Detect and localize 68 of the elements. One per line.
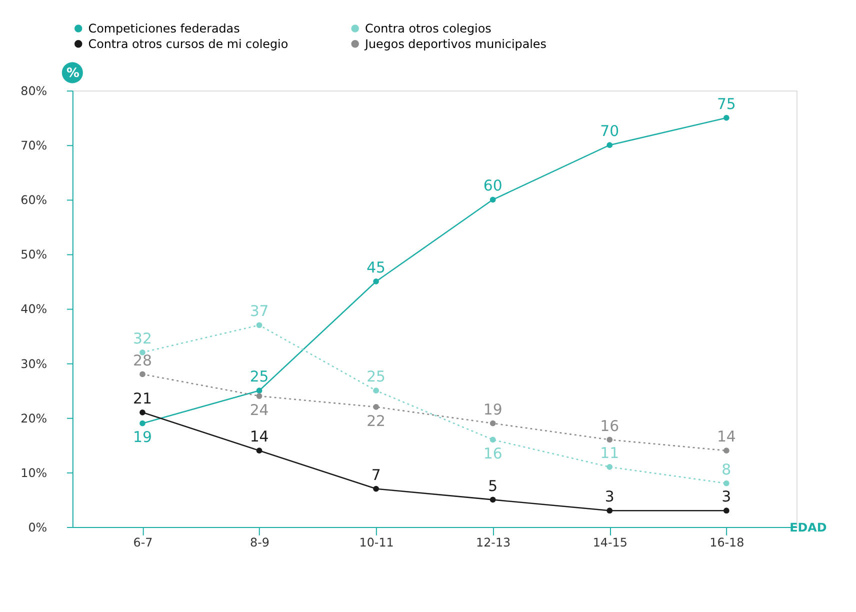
data-label: 3 [604, 488, 614, 506]
point [373, 388, 379, 394]
point [256, 393, 262, 399]
legend-label: Competiciones federadas [88, 21, 240, 36]
point [723, 448, 730, 454]
point [490, 196, 496, 203]
y-tick-label: 30% [20, 356, 48, 371]
point [373, 486, 379, 492]
data-label: 22 [366, 412, 386, 430]
data-label: 75 [716, 94, 736, 113]
x-tick-label: 6-7 [133, 535, 153, 550]
data-label: 7 [371, 466, 381, 484]
data-label: 8 [722, 460, 732, 478]
data-label: 19 [133, 428, 152, 446]
y-tick-label: 60% [20, 193, 48, 208]
legend-label: Contra otros colegios [365, 21, 492, 36]
data-label: 25 [366, 368, 386, 386]
point [490, 496, 496, 503]
point [606, 142, 613, 148]
legend-label: Juegos deportivos municipales [364, 36, 546, 51]
data-label: 14 [716, 428, 736, 446]
data-label: 11 [600, 444, 620, 462]
point [256, 448, 262, 454]
data-label: 3 [722, 488, 732, 506]
point [606, 508, 613, 514]
y-tick-label: 80% [20, 84, 48, 98]
data-label: 24 [250, 400, 269, 419]
point [373, 404, 379, 410]
y-tick-label: 20% [20, 411, 48, 426]
data-label: 5 [488, 476, 498, 495]
point [256, 322, 262, 328]
point [140, 371, 146, 378]
point [490, 436, 496, 443]
y-tick-label: 10% [20, 466, 48, 480]
data-label: 19 [483, 400, 502, 418]
point [723, 480, 730, 486]
data-label: 32 [133, 329, 152, 348]
data-label: 14 [250, 428, 269, 446]
point [140, 420, 146, 426]
data-label: 60 [483, 176, 502, 195]
y-axis-title: % [66, 66, 80, 82]
y-tick-label: 40% [20, 302, 48, 316]
point [723, 508, 730, 514]
point [490, 420, 496, 426]
x-tick-label: 14-15 [592, 535, 628, 550]
x-tick-label: 12-13 [476, 535, 511, 550]
y-tick-label: 0% [28, 520, 48, 534]
point [606, 464, 613, 470]
legend-label: Contra otros cursos de mi colegio [88, 36, 288, 51]
point [140, 409, 146, 416]
point [373, 278, 379, 284]
point [606, 436, 613, 443]
data-label: 16 [483, 444, 502, 463]
data-label: 21 [133, 389, 152, 408]
x-tick-label: 8-9 [250, 535, 270, 550]
data-label: 70 [600, 122, 620, 140]
x-tick-label: 10-11 [359, 535, 394, 550]
data-label: 28 [133, 351, 152, 370]
y-tick-label: 50% [20, 248, 48, 262]
data-label: 45 [366, 258, 386, 277]
point [723, 114, 730, 121]
y-tick-label: 70% [20, 138, 48, 153]
point [256, 388, 262, 394]
data-label: 37 [250, 302, 269, 320]
x-axis-title: EDAD [790, 520, 827, 534]
data-label: 25 [250, 368, 269, 386]
x-tick-label: 16-18 [710, 535, 744, 550]
data-label: 16 [600, 416, 620, 435]
